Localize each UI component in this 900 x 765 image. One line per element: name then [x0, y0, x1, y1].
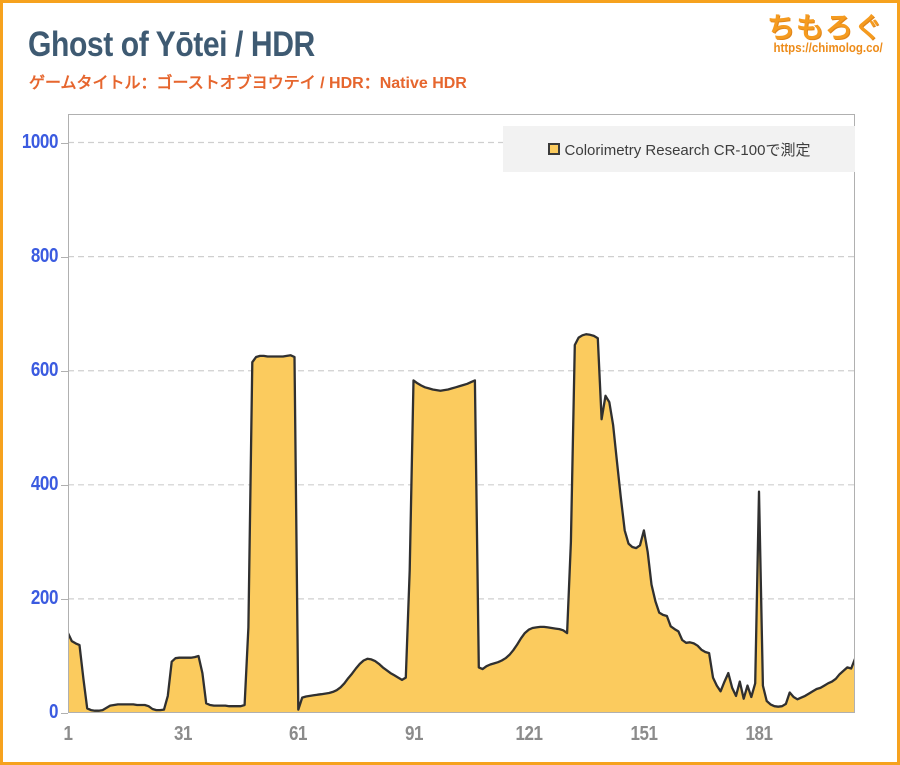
x-axis-label: 31 — [174, 723, 193, 745]
page-title: Ghost of Yōtei / HDR — [28, 25, 315, 64]
x-axis-label: 151 — [630, 723, 658, 745]
hdr-luminance-chart — [68, 114, 855, 713]
x-axis-label: 121 — [515, 723, 543, 745]
y-axis-label: 200 — [30, 586, 59, 609]
area-series-outline — [68, 333, 855, 712]
x-axis-label: 61 — [289, 723, 308, 745]
x-axis-label: 181 — [745, 723, 773, 745]
site-logo-text: ちもろぐ — [766, 12, 883, 43]
y-axis-tick — [61, 713, 68, 714]
y-axis-label: 400 — [30, 472, 59, 495]
legend-label: Colorimetry Research CR-100で測定 — [564, 141, 811, 159]
y-axis-label: 0 — [48, 701, 58, 723]
y-axis-tick — [61, 370, 68, 372]
y-axis-label: 1000 — [21, 130, 59, 153]
site-logo: ちもろぐ https://chimolog.co/ — [764, 13, 883, 56]
legend: Colorimetry Research CR-100で測定 — [503, 126, 855, 172]
y-axis-label: 600 — [30, 358, 59, 381]
y-axis-tick — [61, 484, 68, 486]
y-axis-tick — [61, 256, 68, 258]
x-axis-label: 91 — [404, 723, 423, 745]
page-subtitle: ゲームタイトル：ゴーストオブヨウテイ / HDR：Native HDR — [29, 75, 467, 92]
y-axis-label: 800 — [30, 244, 59, 267]
series-marker-icon — [547, 143, 560, 155]
plot-border — [68, 114, 855, 713]
x-axis-label: 1 — [63, 723, 73, 745]
y-axis-tick — [61, 598, 68, 600]
area-series-fill — [68, 334, 855, 713]
site-logo-url: https://chimolog.co/ — [773, 41, 883, 56]
y-axis-tick — [61, 142, 68, 144]
